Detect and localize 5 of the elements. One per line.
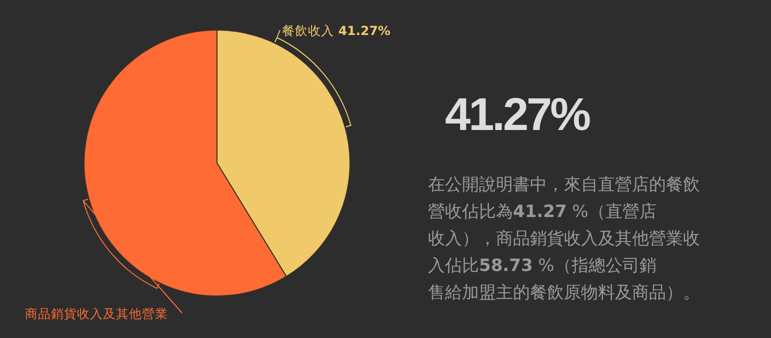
text: 41.27% (445, 88, 590, 140)
slice-label: 餐飲收入 (282, 23, 334, 38)
slice-label: 商品銷貨收入及其他營業 (25, 306, 168, 321)
text: 在公開說明書中，來自直營店的餐飲營收佔比為41.27 %（直營店收入），商品銷貨收入及其他營業收入佔比58.73 %（指總公司銷售給加盟主的餐飲原物料及商品）。 (428, 175, 700, 303)
data-label: 41.27% (334, 23, 391, 38)
